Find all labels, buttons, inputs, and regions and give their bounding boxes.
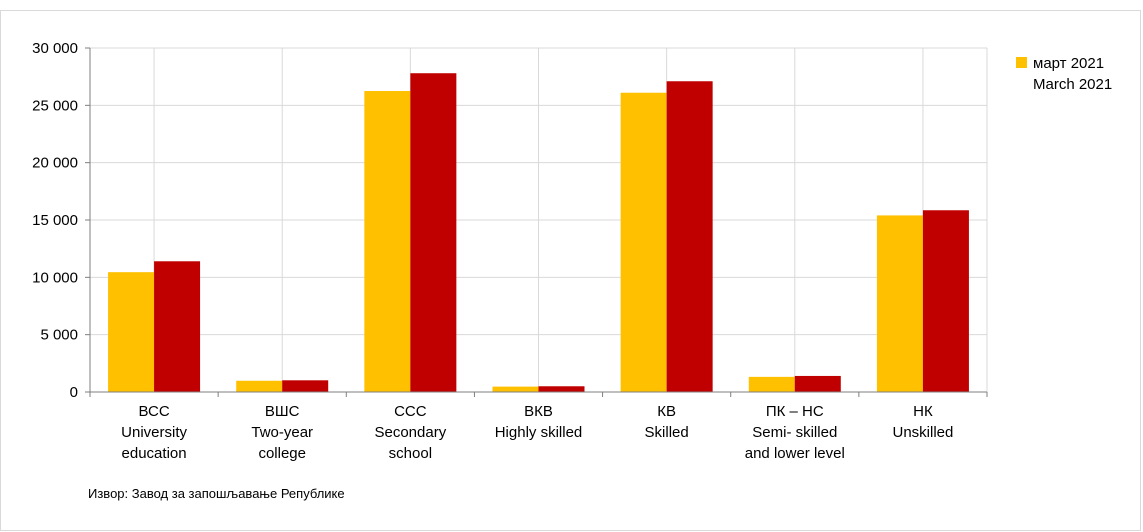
y-tick-label-2: 10 000 [32,269,78,286]
source-note: Извор: Завод за запошљавање Републике [88,486,345,501]
x-category-label-5: КВ Skilled [645,403,689,441]
grid [90,47,988,392]
x-category-label-line: КВ [657,403,676,420]
x-category-label-3: ССС Secondary school [374,403,446,462]
x-category-label-line: University [121,424,187,441]
bar-series1-cat5 [620,92,667,392]
bar-series1-cat3 [364,91,411,392]
x-category-label-line: school [389,445,432,462]
bar-series1-cat1 [108,272,155,392]
bar-series2-cat1 [154,261,201,392]
x-category-label-line: ПК – НС [766,403,824,420]
x-category-label-line: ССС [394,403,427,420]
x-category-label-line: Secondary [374,424,446,441]
x-category-label-line: and lower level [745,445,845,462]
x-axis-categories: ВСС University education ВШС Two-year college… [121,403,953,462]
bar-series2-cat4 [538,386,585,392]
x-category-label-line: Semi- skilled [752,424,837,441]
y-tick-label-6: 30 000 [32,40,78,57]
legend-label-line2: March 2021 [1033,76,1112,93]
x-category-label-1: ВСС University education [121,403,187,462]
y-tick-label-5: 25 000 [32,97,78,114]
bars [108,73,969,393]
x-category-label-line: education [122,445,187,462]
x-category-label-line: Highly skilled [495,424,583,441]
bar-series2-cat6 [794,375,841,392]
bar-series2-cat2 [282,380,329,392]
y-tick-label-3: 15 000 [32,212,78,229]
y-tick-label-4: 20 000 [32,155,78,172]
legend-label-line1: март 2021 [1033,55,1104,72]
x-category-label-line: ВСС [138,403,169,420]
x-category-label-2: ВШС Two-year college [251,403,313,462]
y-tick-label-0: 0 [70,384,78,401]
x-category-label-line: ВКВ [524,403,553,420]
legend: март 2021 March 2021 [1016,55,1112,93]
legend-swatch [1016,57,1027,68]
x-category-label-6: ПК – НС Semi- skilled and lower level [745,403,845,462]
y-axis-ticks: 0 5 000 10 000 15 000 20 000 25 000 30 000 [32,40,78,401]
bar-series2-cat5 [666,81,713,393]
bar-series1-cat2 [236,380,283,392]
bar-series1-cat4 [492,386,539,392]
bar-series1-cat6 [748,376,795,392]
bar-series2-cat7 [922,210,969,392]
x-category-label-7: НК Unskilled [892,403,953,441]
x-category-label-line: Two-year [251,424,313,441]
y-tick-label-1: 5 000 [40,327,78,344]
x-category-label-line: Skilled [645,424,689,441]
x-category-label-line: ВШС [265,403,300,420]
bar-series1-cat7 [876,215,923,392]
x-category-label-line: college [258,445,306,462]
x-category-label-4: ВКВ Highly skilled [495,403,583,441]
x-category-label-line: НК [913,403,933,420]
axes [85,47,988,397]
bar-series2-cat3 [410,73,457,392]
x-category-label-line: Unskilled [892,424,953,441]
